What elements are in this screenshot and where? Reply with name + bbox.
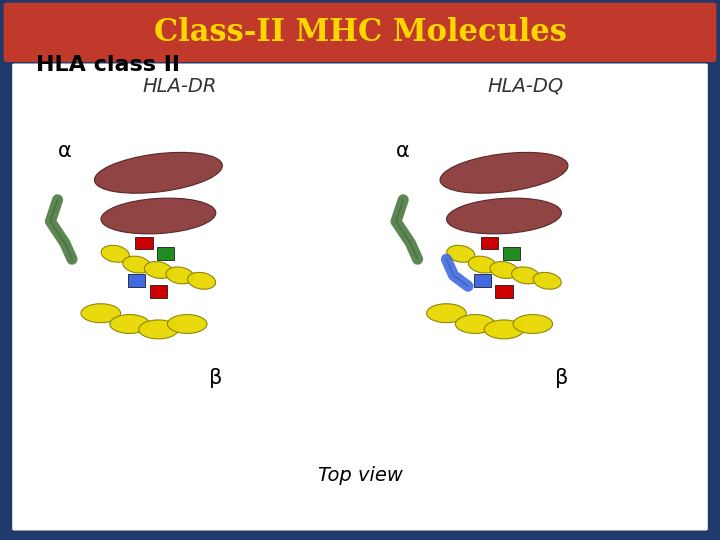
Ellipse shape — [440, 152, 568, 193]
Ellipse shape — [123, 256, 150, 273]
Ellipse shape — [102, 245, 129, 262]
Ellipse shape — [490, 261, 518, 279]
Text: Class-II MHC Molecules: Class-II MHC Molecules — [153, 17, 567, 48]
FancyBboxPatch shape — [4, 3, 716, 62]
Ellipse shape — [513, 314, 552, 333]
Text: β: β — [555, 368, 568, 388]
Text: HLA-DR: HLA-DR — [143, 77, 217, 96]
Ellipse shape — [469, 256, 496, 273]
Ellipse shape — [138, 320, 179, 339]
Bar — [150, 285, 167, 298]
Ellipse shape — [447, 245, 474, 262]
Ellipse shape — [426, 303, 467, 322]
Ellipse shape — [145, 261, 172, 279]
Ellipse shape — [94, 152, 222, 193]
Bar — [474, 274, 491, 287]
Bar — [495, 285, 513, 298]
Ellipse shape — [166, 267, 194, 284]
Ellipse shape — [446, 198, 562, 234]
Ellipse shape — [484, 320, 523, 339]
Bar — [481, 237, 498, 249]
Text: α: α — [396, 141, 410, 161]
Bar — [135, 237, 153, 249]
Ellipse shape — [109, 314, 150, 333]
Ellipse shape — [455, 314, 495, 333]
Text: HLA-DQ: HLA-DQ — [487, 77, 564, 96]
Text: α: α — [58, 141, 72, 161]
Bar — [157, 247, 174, 260]
Text: β: β — [210, 368, 222, 388]
Bar — [128, 274, 145, 287]
Bar — [503, 247, 520, 260]
Ellipse shape — [512, 267, 539, 284]
Ellipse shape — [81, 303, 121, 322]
Ellipse shape — [101, 198, 216, 234]
Ellipse shape — [534, 272, 561, 289]
Ellipse shape — [188, 272, 215, 289]
Text: Top view: Top view — [318, 465, 402, 485]
FancyBboxPatch shape — [11, 62, 709, 532]
Ellipse shape — [167, 314, 207, 333]
Text: HLA class II: HLA class II — [36, 55, 180, 75]
